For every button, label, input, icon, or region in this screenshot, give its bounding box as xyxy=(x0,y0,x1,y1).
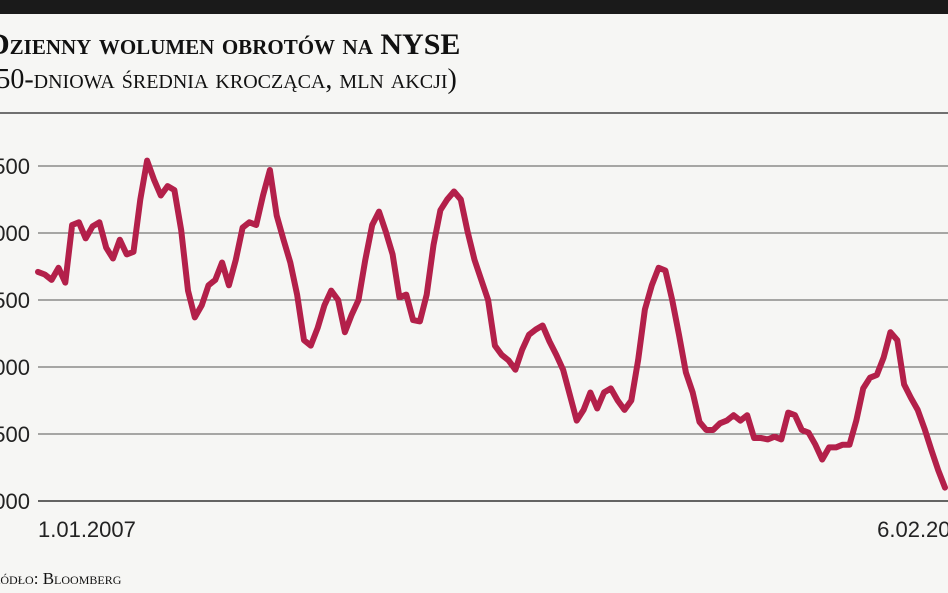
y-tick-label: 3000 xyxy=(0,221,30,246)
y-tick-label: 2000 xyxy=(0,355,30,380)
y-tick-label: 3500 xyxy=(0,154,30,179)
data-line xyxy=(35,157,948,491)
y-tick-label: 2500 xyxy=(0,288,30,313)
y-tick-label: 1500 xyxy=(0,422,30,447)
chart-title: Dzienny wolumen obrotów na NYSE xyxy=(0,28,460,61)
chart-subtitle: (50-dniowa średnia krocząca, mln akcji) xyxy=(0,64,457,95)
x-tick-label: 1.01.2007 xyxy=(38,517,136,542)
y-tick-label: 1000 xyxy=(0,489,30,514)
top-bar xyxy=(0,0,948,14)
x-tick-label: 6.02.2013 xyxy=(877,517,948,542)
source: Źródło: Bloomberg xyxy=(0,569,122,588)
